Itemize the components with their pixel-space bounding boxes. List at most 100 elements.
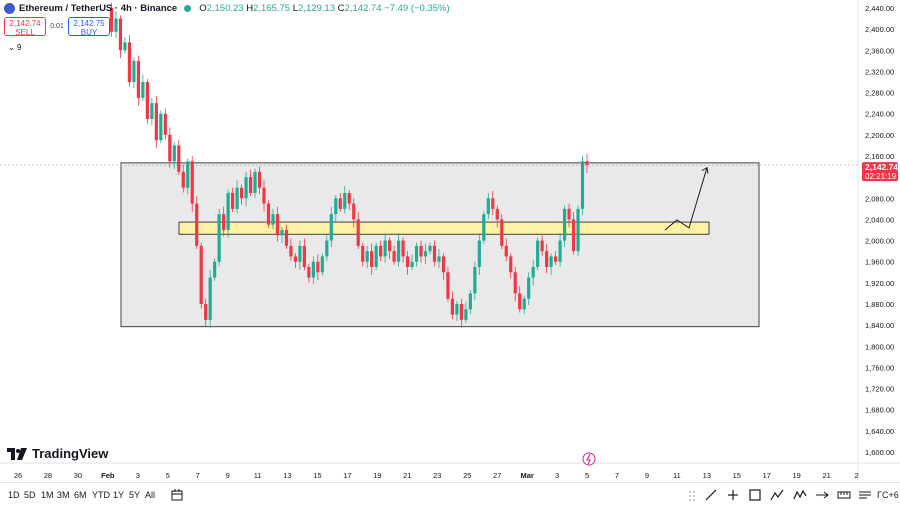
time-tick-label: 30 xyxy=(74,471,82,480)
candles xyxy=(109,2,589,328)
candle-body xyxy=(217,214,221,262)
candle-body xyxy=(356,219,360,246)
time-tick-label: 19 xyxy=(793,471,801,480)
pattern-icon[interactable] xyxy=(793,488,807,502)
candle-body xyxy=(172,145,176,162)
projection-arrowhead xyxy=(701,166,709,174)
price-tick-label: 1,720.00 xyxy=(865,385,894,394)
time-tick-label: Feb xyxy=(101,471,115,480)
timeframe-1m[interactable]: 1M xyxy=(41,490,54,500)
candle-body xyxy=(347,193,351,204)
price-tick-label: 2,440.00 xyxy=(865,4,894,13)
last-price-tag: 2,142.74 02:21:19 xyxy=(862,162,898,182)
timeframe-6m[interactable]: 6M xyxy=(74,490,87,500)
candle-body xyxy=(136,60,141,98)
timeframe-1d[interactable]: 1D xyxy=(8,490,20,500)
candle-body xyxy=(343,193,347,209)
candle-body xyxy=(284,230,289,246)
time-tick-label: 5 xyxy=(166,471,170,480)
long-position-icon[interactable] xyxy=(815,488,829,502)
symbol-header[interactable]: Ethereum / TetherUS · 4h · Binance O2,15… xyxy=(4,3,450,14)
horizontal-ray-icon[interactable] xyxy=(726,488,740,502)
candle-body xyxy=(141,82,145,98)
path-icon[interactable] xyxy=(770,488,784,502)
market-open-icon xyxy=(184,5,192,12)
time-tick-label: 28 xyxy=(44,471,52,480)
timeframe-ytd[interactable]: YTD xyxy=(92,490,110,500)
candle-body xyxy=(401,240,405,257)
tradingview-logo[interactable]: TradingView xyxy=(7,446,108,461)
candle-body xyxy=(576,208,580,252)
time-tick-label: 7 xyxy=(196,471,200,480)
time-tick-label: 5 xyxy=(585,471,589,480)
text-tool-icon[interactable] xyxy=(858,488,872,502)
candle-body xyxy=(423,251,428,257)
candle-body xyxy=(244,177,248,199)
lightning-icon[interactable] xyxy=(582,452,596,466)
bottom-toolbar: 1D 5D 1M 3M 6M YTD 1Y 5Y All ΓC+6 xyxy=(0,482,900,507)
price-tick-label: 1,640.00 xyxy=(865,427,894,436)
candle-body xyxy=(118,18,123,51)
candle-body xyxy=(464,309,468,320)
bar-countdown: 02:21:19 xyxy=(865,172,897,181)
price-tick-label: 1,760.00 xyxy=(865,363,894,372)
candle-body xyxy=(235,187,239,209)
candle-body xyxy=(253,171,257,193)
candle-body xyxy=(392,251,396,262)
timeframe-5d[interactable]: 5D xyxy=(24,490,36,500)
candle-body xyxy=(248,177,253,193)
time-tick-label: 11 xyxy=(254,471,262,480)
symbol-title[interactable]: Ethereum / TetherUS · 4h · Binance xyxy=(19,3,178,14)
timeframe-5y[interactable]: 5Y xyxy=(129,490,141,500)
candle-body xyxy=(477,240,481,267)
candle-body xyxy=(329,214,333,241)
time-tick-label: 13 xyxy=(703,471,711,480)
candle-body xyxy=(325,240,329,257)
time-tick-label: 27 xyxy=(493,471,501,480)
tradingview-logo-icon xyxy=(7,447,27,460)
chevron-down-icon: ⌄ xyxy=(8,43,15,52)
time-tick-label: 9 xyxy=(226,471,230,480)
buy-button[interactable]: 2,142.75 BUY xyxy=(68,17,110,37)
candle-body xyxy=(419,245,423,257)
price-tick-label: 2,200.00 xyxy=(865,131,894,140)
candle-body xyxy=(213,261,217,278)
trend-line-icon[interactable] xyxy=(704,488,718,502)
candle-body xyxy=(316,261,320,273)
timezone-label[interactable]: ΓC+6 xyxy=(877,490,899,500)
time-tick-label: 3 xyxy=(136,471,140,480)
price-tick-label: 1,960.00 xyxy=(865,258,894,267)
candle-body xyxy=(562,208,567,241)
time-tick-label: 7 xyxy=(615,471,619,480)
range-zone[interactable] xyxy=(120,162,760,328)
timeframe-1y[interactable]: 1Y xyxy=(113,490,125,500)
candle-body xyxy=(549,256,553,267)
timeframe-3m[interactable]: 3M xyxy=(57,490,70,500)
rectangle-icon[interactable] xyxy=(748,488,762,502)
key-level-zone[interactable] xyxy=(178,221,710,235)
ruler-icon[interactable] xyxy=(837,488,851,502)
price-tick-label: 1,600.00 xyxy=(865,448,894,457)
time-tick-label: 11 xyxy=(673,471,681,480)
date-range-icon[interactable] xyxy=(170,488,184,502)
candle-body xyxy=(383,240,387,257)
candle-body xyxy=(432,245,437,262)
sell-button[interactable]: 2,142.74 SELL xyxy=(4,17,46,37)
price-tick-label: 1,920.00 xyxy=(865,279,894,288)
drag-handle-icon[interactable] xyxy=(685,488,699,502)
candle-body xyxy=(352,203,356,220)
candle-body xyxy=(334,198,338,215)
time-tick-label: 19 xyxy=(373,471,381,480)
price-tick-label: 2,160.00 xyxy=(865,152,894,161)
candle-body xyxy=(159,113,163,141)
candle-body xyxy=(428,245,432,252)
indicators-toggle[interactable]: ⌄ 9 xyxy=(8,43,22,52)
timeframe-all[interactable]: All xyxy=(145,490,156,500)
candle-body xyxy=(127,42,132,82)
time-axis[interactable]: 26 28 30 Feb 3 5 7 9 11 13 15 17 19 21 23 25 27 Mar 3 5 7 9 11… xyxy=(14,471,859,480)
candle-body xyxy=(181,171,185,188)
candle-body xyxy=(509,256,513,273)
projection-arrow[interactable] xyxy=(664,167,708,231)
time-tick-label: 15 xyxy=(313,471,321,480)
